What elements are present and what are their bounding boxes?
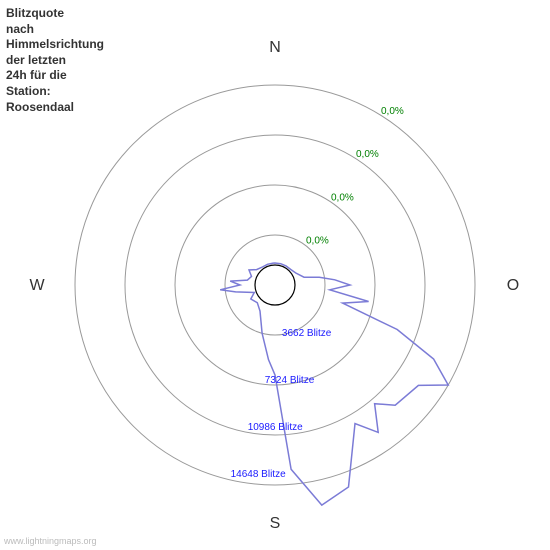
cardinal-label: O xyxy=(507,277,519,294)
ring-label-blitze: 3662 Blitze xyxy=(282,328,332,339)
ring-label-blitze: 10986 Blitze xyxy=(248,422,303,433)
ring-label-blitze: 14648 Blitze xyxy=(231,469,286,480)
ring-label-percent: 0,0% xyxy=(306,236,329,247)
cardinal-label: W xyxy=(29,277,45,294)
cardinal-label: N xyxy=(269,39,281,56)
ring-label-percent: 0,0% xyxy=(331,192,354,203)
cardinal-label: S xyxy=(270,515,281,532)
center-circle xyxy=(255,265,295,305)
ring-label-percent: 0,0% xyxy=(381,106,404,117)
ring-label-blitze: 7324 Blitze xyxy=(265,375,315,386)
polar-chart: N O S W 3662 Blitze 7324 Blitze 10986 Blitze 14… xyxy=(0,0,550,550)
ring-label-percent: 0,0% xyxy=(356,149,379,160)
